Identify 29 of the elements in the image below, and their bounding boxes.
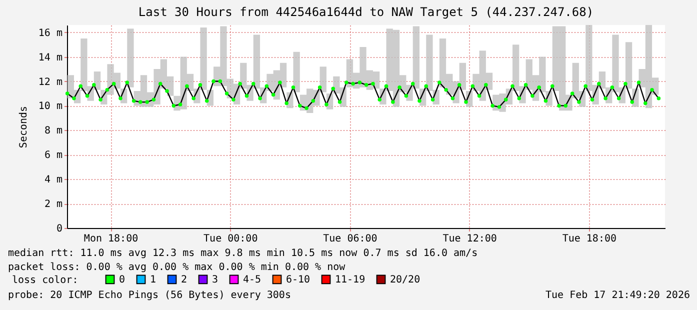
y-tick-label: 10 m: [38, 101, 62, 112]
y-tick-label: 12 m: [38, 76, 62, 88]
text: packet loss: 0.00 % avg 0.00 % max 0.00 % min 0.00 % now: [8, 262, 346, 273]
legend-label: 2: [181, 274, 188, 286]
y-tick-label: 16 m: [38, 28, 62, 39]
legend-label: 20/20: [390, 274, 420, 286]
y-tick-label: 6 m: [44, 150, 62, 162]
chart-title: Last 30 Hours from 442546a1644d to NAW Target 5 (44.237.247.68): [138, 5, 594, 19]
legend-label: 1: [150, 274, 156, 286]
y-tick-label: 0: [56, 224, 62, 234]
x-tick-label: Mon 18:00: [84, 234, 138, 244]
x-tick-label: Tue 00:00: [204, 234, 258, 244]
text: probe: 20 ICMP Echo Pings (56 Bytes) every 300s: [8, 290, 291, 301]
legend-label: 0: [119, 274, 126, 286]
legend-label: 3: [212, 274, 218, 286]
x-tick-label: Tue 18:00: [562, 234, 617, 244]
y-tick-label: 14 m: [38, 52, 62, 64]
text: median rtt: 11.0 ms avg 12.3 ms max 9.8 ms min 10.5 ms now 0.7 ms sd 16.0 am/s: [8, 248, 478, 259]
legend-title: loss color:: [12, 275, 78, 286]
y-tick-label: 8 m: [44, 126, 62, 137]
x-tick-label: Tue 12:00: [442, 234, 497, 244]
legend-label: 4-5: [243, 274, 262, 286]
legend-label: 6-10: [286, 274, 310, 286]
y-axis-title: Seconds: [18, 106, 30, 148]
y-tick-label: 2 m: [44, 199, 62, 210]
x-tick-label: Tue 06:00: [323, 234, 378, 244]
y-tick-label: 4 m: [44, 174, 62, 186]
legend-label: 11-19: [335, 274, 366, 286]
text: Tue Feb 17 21:49:20 2026: [546, 290, 690, 301]
